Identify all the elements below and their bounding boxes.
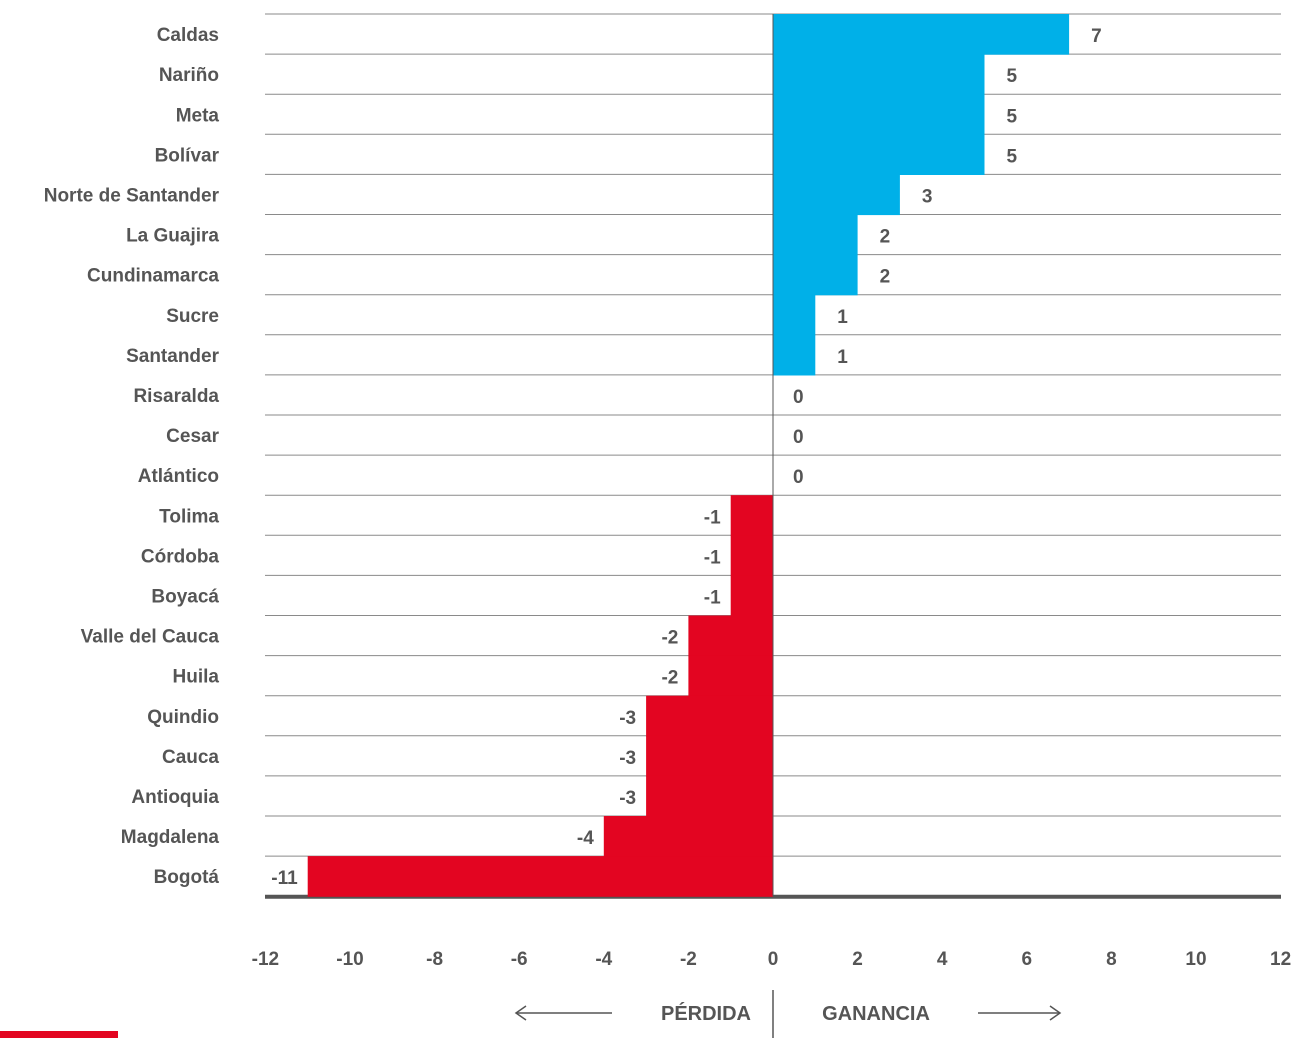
bar [773,334,816,376]
bar [688,655,773,697]
category-label: Huila [173,667,220,688]
data-label: 3 [922,186,933,207]
x-tick-label: -12 [252,949,279,970]
x-tick-label: -10 [336,949,363,970]
x-tick-label: 8 [1106,949,1117,970]
x-tick-label: 0 [768,949,779,970]
x-tick-label: 6 [1022,949,1033,970]
x-tick-labels: -12 -10 -8 -6 -4 -2 0 2 4 6 8 10 12 [252,949,1292,970]
bar [773,94,985,135]
right-arrow-icon [1049,1005,1062,1021]
bar [773,254,858,296]
data-label: 1 [837,347,848,368]
category-label: Boyacá [151,586,219,607]
category-label: Atlántico [138,466,219,487]
bar [773,134,985,175]
data-label: 2 [880,267,891,288]
bar [307,856,773,897]
category-label: Bolívar [155,145,220,166]
category-label: Santander [126,346,220,367]
bar [646,695,773,737]
data-label: 0 [793,467,804,488]
data-label: 0 [793,387,804,408]
category-label: Quindio [147,707,219,728]
data-label: -4 [577,828,594,849]
category-label: Caldas [157,25,219,46]
data-label: -3 [619,788,636,809]
category-label: Tolima [159,506,219,527]
data-label: 5 [1007,146,1018,167]
data-label: 1 [837,307,848,328]
category-labels: Caldas Nariño Meta Bolívar Norte de Santande… [44,25,220,888]
category-label: Cauca [162,747,219,768]
bar [773,294,816,336]
bar [646,775,773,817]
category-label: Sucre [166,306,219,327]
data-label: 5 [1007,106,1018,127]
data-label: -2 [661,628,678,649]
x-tick-label: 4 [937,949,948,970]
category-label: Antioquia [131,787,219,808]
bar [646,735,773,777]
category-label: Cundinamarca [87,266,219,287]
bar [730,575,773,617]
data-label: 5 [1007,66,1018,87]
x-tick-label: 12 [1270,949,1291,970]
data-label: -3 [619,708,636,729]
bar [603,816,773,857]
data-label: -1 [704,547,721,568]
category-label: Norte de Santander [44,185,220,206]
category-label: La Guajira [126,226,219,247]
bars [307,14,1070,897]
brand-accent-bar [0,1031,118,1038]
x-tick-label: 10 [1185,949,1206,970]
category-label: Nariño [159,65,219,86]
category-label: Córdoba [141,546,220,567]
x-tick-label: -6 [511,949,528,970]
category-label: Risaralda [133,386,219,407]
value-labels: 7 5 5 5 3 2 2 1 1 0 0 0 -1 -1 -1 -2 -2 -3 -3 -3 -4 -11 [271,26,1101,889]
bar [688,615,773,657]
data-label: 7 [1091,26,1102,47]
data-label: -2 [661,668,678,689]
bar [773,174,900,216]
bar [730,495,773,536]
category-label: Magdalena [121,827,220,848]
x-tick-label: -2 [680,949,697,970]
data-label: -11 [271,868,298,889]
loss-label: PÉRDIDA [661,1002,751,1025]
data-label: -1 [704,507,721,528]
x-tick-label: -4 [595,949,612,970]
bar [773,14,1070,55]
bar [773,54,985,95]
gain-label: GANANCIA [822,1003,930,1025]
category-label: Meta [176,105,220,126]
left-arrow-icon [514,1005,527,1021]
data-label: -1 [704,587,721,608]
data-label: -3 [619,748,636,769]
category-label: Valle del Cauca [81,627,220,648]
data-label: 2 [880,227,891,248]
category-label: Bogotá [154,867,220,888]
bar [730,535,773,576]
x-tick-label: 2 [852,949,863,970]
category-label: Cesar [166,426,219,447]
x-tick-label: -8 [426,949,443,970]
bar [773,214,858,256]
direction-indicator: PÉRDIDA GANANCIA [514,990,1062,1038]
data-label: 0 [793,427,804,448]
